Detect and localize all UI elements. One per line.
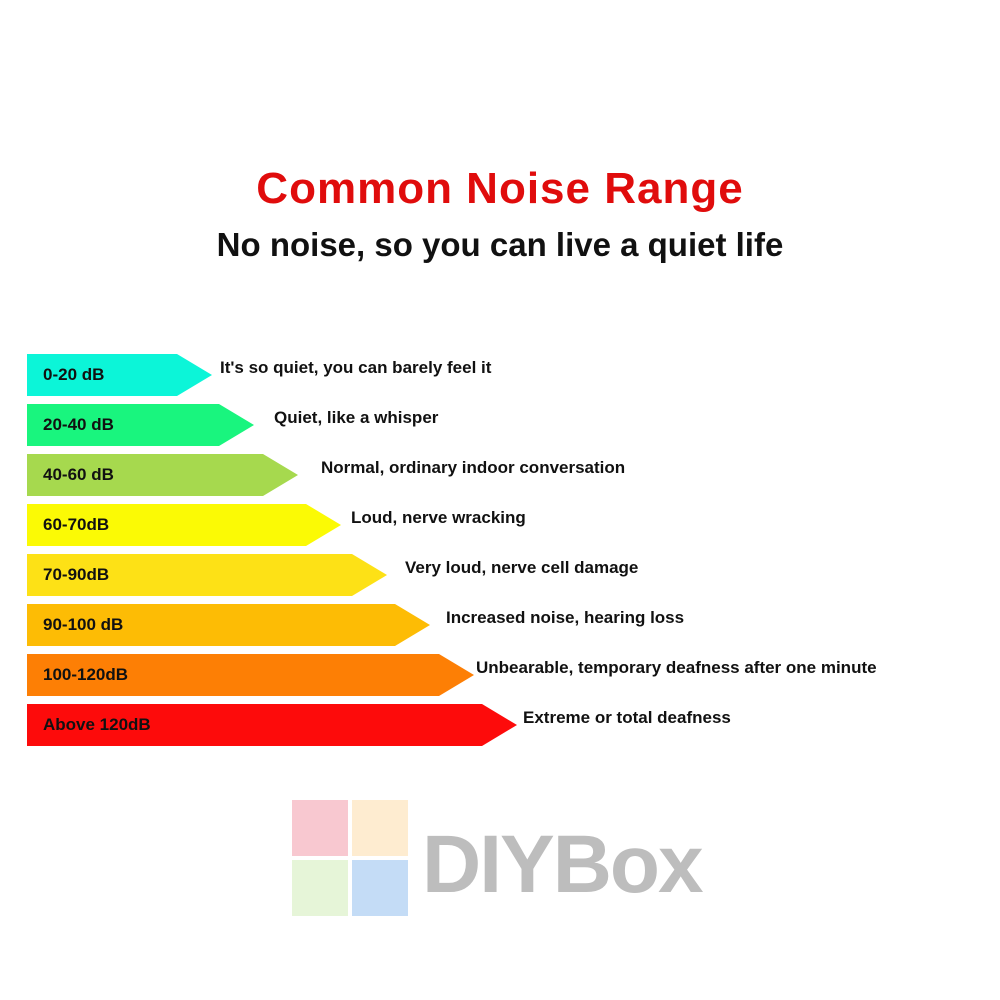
range-description: Extreme or total deafness bbox=[523, 708, 731, 727]
noise-level-arrow: 100-120dB bbox=[27, 654, 474, 696]
range-description: It's so quiet, you can barely feel it bbox=[220, 358, 492, 377]
arrow-shape bbox=[27, 354, 212, 396]
range-description: Normal, ordinary indoor conversation bbox=[321, 458, 626, 477]
arrow-shape bbox=[27, 554, 387, 596]
range-label: 60-70dB bbox=[43, 515, 110, 534]
noise-level-arrow: 20-40 dB bbox=[27, 404, 254, 446]
page-subtitle: No noise, so you can live a quiet life bbox=[216, 226, 784, 263]
page-title: Common Noise Range bbox=[256, 164, 744, 213]
range-description: Unbearable, temporary deafness after one… bbox=[476, 658, 877, 677]
range-description: Loud, nerve wracking bbox=[351, 508, 526, 527]
arrow-shape bbox=[27, 404, 254, 446]
range-label: 90-100 dB bbox=[43, 615, 124, 634]
arrow-shape bbox=[27, 454, 298, 496]
noise-level-arrow: 70-90dB bbox=[27, 554, 387, 596]
watermark-square bbox=[352, 860, 408, 916]
watermark-text: DIYBox bbox=[422, 819, 704, 910]
range-label: 70-90dB bbox=[43, 565, 110, 584]
watermark-logo: DIYBox bbox=[292, 800, 712, 920]
range-label: 20-40 dB bbox=[43, 415, 114, 434]
range-description: Quiet, like a whisper bbox=[274, 408, 439, 427]
range-label: 100-120dB bbox=[43, 665, 129, 684]
noise-level-arrow: 40-60 dB bbox=[27, 454, 298, 496]
range-label: 0-20 dB bbox=[43, 365, 105, 384]
noise-level-arrow: 0-20 dB bbox=[27, 354, 212, 396]
watermark-square bbox=[292, 860, 348, 916]
range-description: Increased noise, hearing loss bbox=[446, 608, 685, 627]
watermark-square bbox=[352, 800, 408, 856]
range-label: 40-60 dB bbox=[43, 465, 114, 484]
range-description: Very loud, nerve cell damage bbox=[405, 558, 639, 577]
noise-level-arrow: Above 120dB bbox=[27, 704, 517, 746]
noise-level-arrow: 90-100 dB bbox=[27, 604, 430, 646]
range-label: Above 120dB bbox=[43, 715, 151, 734]
watermark-square bbox=[292, 800, 348, 856]
noise-level-arrow: 60-70dB bbox=[27, 504, 341, 546]
arrow-shape bbox=[27, 654, 474, 696]
arrow-shape bbox=[27, 604, 430, 646]
arrow-shape bbox=[27, 504, 341, 546]
arrow-shape bbox=[27, 704, 517, 746]
